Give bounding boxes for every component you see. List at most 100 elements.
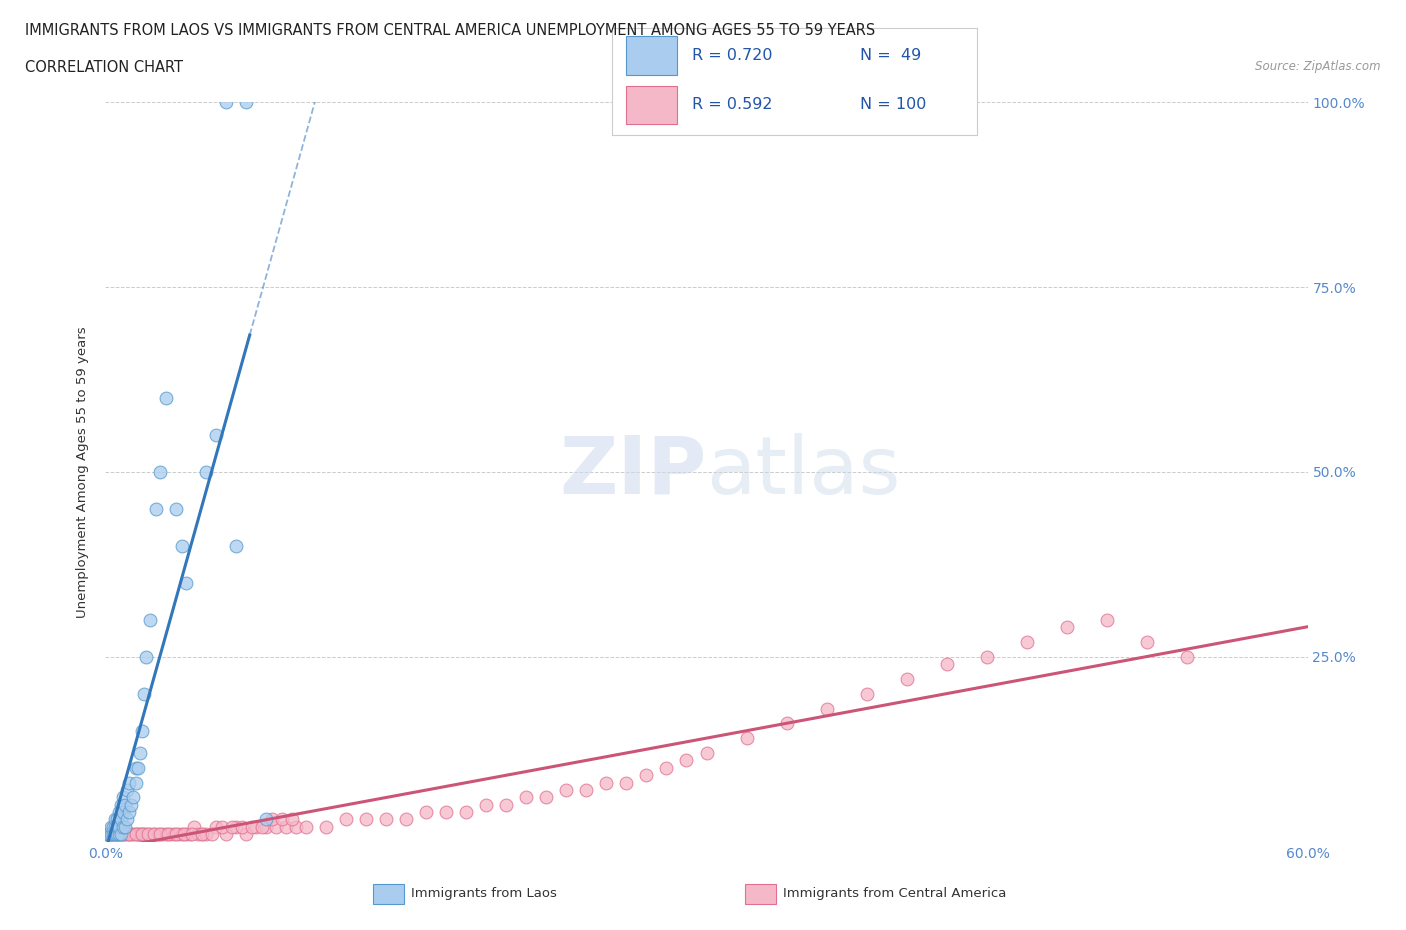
Point [96,827,118,842]
Point [675,753,697,768]
Point [434,804,457,819]
Point [124,827,146,842]
Point [112,827,135,842]
Point [1056,619,1078,634]
Point [138,613,160,628]
Point [225,819,247,834]
Point [107,827,129,842]
Point [108,827,131,842]
Point [214,827,236,842]
Point [156,827,179,842]
Point [575,782,598,797]
Point [110,812,132,827]
Point [148,827,170,842]
Point [104,819,127,834]
Text: atlas: atlas [707,433,901,511]
Point [180,827,202,842]
Point [131,827,153,842]
Point [110,797,132,812]
Point [254,819,277,834]
Point [98,827,121,842]
Point [225,538,247,553]
Point [595,775,617,790]
Point [495,797,517,812]
Point [124,761,146,776]
Point [117,812,139,827]
Point [159,827,181,842]
Point [107,827,129,842]
Point [204,428,226,443]
Point [454,804,477,819]
Point [108,827,131,842]
Point [896,671,918,686]
Point [776,716,799,731]
Point [142,827,165,842]
Point [107,819,129,834]
Point [155,827,177,842]
Point [170,827,193,842]
Point [555,782,578,797]
Point [315,819,337,834]
Point [122,790,145,804]
Point [204,819,226,834]
Point [636,767,658,782]
Point [145,501,167,516]
Point [194,465,217,480]
Point [173,827,195,842]
Point [112,804,135,819]
Point [415,804,437,819]
Point [112,827,135,842]
Point [117,827,139,842]
Point [128,827,150,842]
Point [117,782,139,797]
Text: Immigrants from Central America: Immigrants from Central America [783,887,1007,900]
Point [179,827,201,842]
Point [190,827,212,842]
Point [281,812,304,827]
Point [187,827,209,842]
Point [108,819,131,834]
Point [103,827,125,842]
Point [110,827,132,842]
Point [190,827,212,842]
Point [155,391,177,405]
Text: N =  49: N = 49 [860,48,921,63]
Point [103,827,125,842]
Point [118,827,141,842]
Point [616,775,638,790]
Point [174,827,197,842]
Point [118,827,141,842]
Point [100,827,122,842]
Point [135,649,157,664]
Point [148,465,170,480]
Point [121,827,143,842]
Text: Source: ZipAtlas.com: Source: ZipAtlas.com [1256,60,1381,73]
Point [100,819,122,834]
Point [170,538,193,553]
Text: N = 100: N = 100 [860,98,927,113]
Point [110,827,132,842]
Point [201,827,224,842]
Point [696,746,718,761]
Point [118,804,141,819]
Point [112,790,135,804]
Point [515,790,537,804]
Point [104,827,127,842]
Point [142,827,165,842]
Point [131,724,153,738]
Point [127,761,149,776]
Text: CORRELATION CHART: CORRELATION CHART [25,60,183,75]
Point [295,819,318,834]
Point [221,819,243,834]
Point [104,812,127,827]
Point [131,827,153,842]
Text: R = 0.592: R = 0.592 [692,98,772,113]
Point [100,827,122,842]
Point [96,827,118,842]
Point [936,657,959,671]
Point [107,827,129,842]
Point [108,804,131,819]
Point [284,819,307,834]
Point [127,827,149,842]
Point [1017,634,1039,649]
